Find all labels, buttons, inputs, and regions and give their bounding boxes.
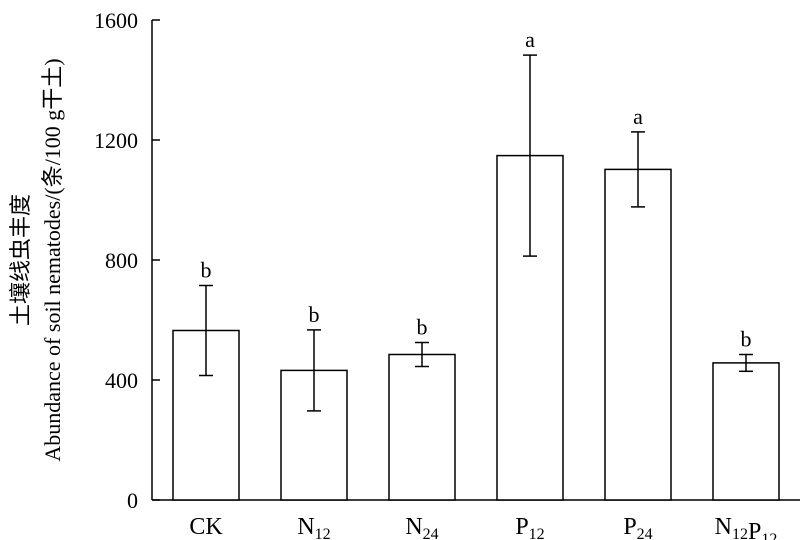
y-axis-label: 土壤线虫丰度 Abundance of soil nematodes/(条/100… — [8, 58, 65, 461]
error-bars — [199, 54, 753, 412]
bar — [604, 168, 672, 501]
significance-label: b — [201, 258, 212, 283]
significance-labels: b b b a a b — [201, 27, 752, 351]
y-tick-label: 1600 — [94, 8, 138, 33]
x-category-label: N24 — [405, 514, 438, 540]
significance-label: a — [525, 27, 535, 52]
y-axis-label-line1: 土壤线虫丰度 — [8, 194, 33, 326]
bars — [172, 154, 780, 501]
bar — [388, 353, 456, 501]
y-tick-label: 0 — [127, 488, 138, 513]
x-category-label: N12P12 — [715, 514, 778, 540]
significance-label: b — [309, 302, 320, 327]
bar — [712, 362, 780, 501]
axes: 0 400 800 1200 1600 — [94, 8, 800, 513]
x-category-label: P12 — [515, 514, 544, 540]
significance-label: b — [741, 327, 752, 352]
y-tick-label: 800 — [105, 248, 138, 273]
x-category-label: CK — [189, 514, 223, 540]
y-axis-label-line2: Abundance of soil nematodes/(条/100 g干土) — [40, 58, 65, 461]
x-axis-categories: CK N12 N24 P12 P24 N12P12 — [189, 514, 777, 540]
x-category-label: P24 — [623, 514, 652, 540]
significance-label: b — [417, 315, 428, 340]
significance-label: a — [633, 104, 643, 129]
y-tick-label: 1200 — [94, 128, 138, 153]
y-tick-label: 400 — [105, 368, 138, 393]
x-category-label: N12 — [297, 514, 330, 540]
